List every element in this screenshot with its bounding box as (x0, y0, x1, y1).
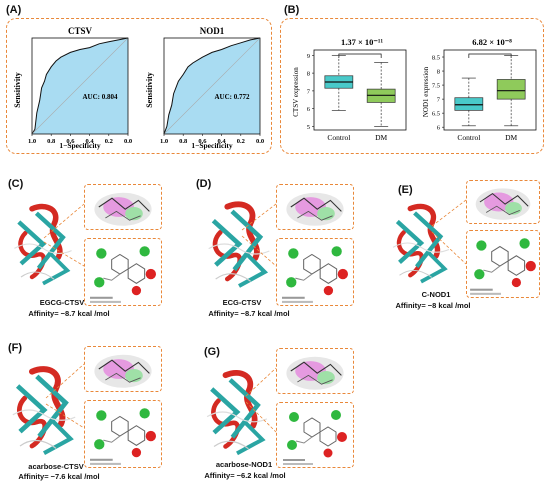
box-iqr (454, 97, 484, 111)
surface-inset-f (84, 346, 162, 392)
significance-bracket (338, 53, 382, 58)
box-ytick-label: 8 (307, 71, 310, 78)
roc-xtick-label: 0.8 (179, 138, 188, 145)
roc-title-ctsv: CTSV (68, 26, 93, 36)
roc-auc-nod1: AUC: 0.772 (215, 93, 250, 101)
box-ytick-label: 9 (307, 53, 310, 60)
box-pvalue-ctsv: 1.37 × 10⁻¹¹ (341, 37, 384, 47)
panel-a-label: (A) (6, 4, 22, 16)
interaction-inset-e (466, 230, 540, 298)
connector-d (241, 203, 277, 267)
box-ytick-label: 6.5 (432, 111, 440, 118)
roc-xtick-label: 0.6 (198, 138, 207, 145)
roc-xtick-label: 1.0 (28, 138, 36, 145)
box-ytick-label: 7 (437, 97, 441, 104)
box-ylabel-ctsv: CTSV expression (292, 67, 300, 117)
roc-xtick-label: 0.0 (256, 138, 264, 145)
box-frame (313, 49, 407, 131)
roc-curve-ctsv (31, 37, 129, 135)
roc-xtick-label: 0.0 (124, 138, 132, 145)
connector-c (43, 203, 85, 267)
box-ytick-label: 7.5 (432, 83, 440, 90)
box-ytick-label: 8 (437, 69, 440, 76)
connector-e (431, 199, 467, 265)
box-plot-ctsv: 5 6 7 8 9 Control DM (307, 49, 407, 142)
panel-a-frame (6, 18, 272, 154)
box-group-label: Control (457, 133, 480, 142)
box-ytick-label: 5 (307, 124, 310, 131)
roc-xlabel-nod1: 1−Specificity (191, 141, 233, 150)
roc-ylabel-ctsv: Sensitivity (13, 72, 22, 108)
box-iqr (496, 79, 526, 100)
roc-chart-nod1: NOD1 Sensitivity 1−Specificity 1.0 0.8 0.6… (145, 26, 264, 150)
interaction-inset-g (276, 402, 354, 468)
interaction-inset-c (84, 238, 162, 306)
affinity-g: Affinity= −6.2 kcal /mol (204, 471, 286, 480)
connector-f (45, 363, 85, 429)
compound-name-c: EGCG-CTSV (39, 298, 85, 307)
box-group-label: DM (505, 133, 517, 142)
panel-b-label: (B) (284, 4, 300, 16)
roc-xtick-label: 0.8 (47, 138, 56, 145)
roc-title-nod1: NOD1 (200, 26, 225, 36)
roc-diagonal-ctsv (31, 37, 129, 135)
box-frame (443, 49, 537, 131)
compound-name-d: ECG-CTSV (222, 298, 262, 307)
box-pvalue-nod1: 6.82 × 10⁻⁸ (472, 37, 512, 47)
roc-xtick-label: 0.4 (86, 138, 95, 145)
affinity-e: Affinity= −8 kcal /mol (395, 301, 471, 310)
box-ytick-label: 6 (437, 125, 441, 132)
panel-d-label: (D) (196, 178, 212, 190)
surface-inset-c (84, 184, 162, 230)
roc-frame-nod1 (163, 37, 261, 135)
panel-e-label: (E) (398, 184, 413, 196)
surface-inset-e (466, 180, 540, 224)
box-group-label: Control (327, 133, 350, 142)
box-chart-nod1: NOD1 expression 6.82 × 10⁻⁸ 6 6.5 7 7.5 8 8.5… (422, 37, 537, 142)
roc-xtick-label: 0.2 (105, 138, 113, 145)
roc-auc-ctsv: AUC: 0.804 (83, 93, 118, 101)
compound-name-f: acarbose-CTSV (28, 462, 84, 471)
roc-frame-ctsv (31, 37, 129, 135)
affinity-f: Affinity= −7.6 kcal /mol (18, 472, 100, 481)
roc-curve-nod1 (163, 37, 261, 135)
roc-xtick-label: 0.4 (218, 138, 227, 145)
interaction-inset-d (276, 238, 354, 306)
box-plot-nod1: 6 6.5 7 7.5 8 8.5 Control DM (432, 49, 537, 142)
interaction-inset-f (84, 400, 162, 468)
box-ytick-label: 8.5 (432, 55, 440, 62)
panel-g-label: (G) (204, 346, 220, 358)
roc-xtick-label: 0.2 (237, 138, 245, 145)
affinity-c: Affinity= −8.7 kcal /mol (28, 309, 110, 318)
surface-inset-d (276, 184, 354, 230)
roc-diagonal-nod1 (163, 37, 261, 135)
roc-xtick-label: 1.0 (160, 138, 168, 145)
roc-xlabel-ctsv: 1−Specificity (59, 141, 101, 150)
compound-name-e: C-NOD1 (421, 290, 451, 299)
panel-b-frame (280, 18, 544, 154)
connector-g (245, 367, 277, 433)
affinity-d: Affinity= −8.7 kcal /mol (208, 309, 290, 318)
roc-chart-ctsv: CTSV Sensitivity 1−Specificity 1.0 0.8 0.6… (13, 26, 132, 150)
significance-bracket (468, 53, 512, 58)
box-ylabel-nod1: NOD1 expression (422, 66, 430, 117)
roc-xtick-label: 0.6 (66, 138, 75, 145)
surface-inset-g (276, 348, 354, 394)
panel-f-label: (F) (8, 342, 23, 354)
box-group-label: DM (375, 133, 387, 142)
compound-name-g: acarbose-NOD1 (215, 460, 273, 469)
box-ytick-label: 7 (307, 88, 311, 95)
box-chart-ctsv: CTSV expression 1.37 × 10⁻¹¹ 5 6 7 8 9 Contro… (292, 37, 407, 142)
roc-ylabel-nod1: Sensitivity (145, 72, 154, 108)
box-ytick-label: 6 (307, 106, 311, 113)
panel-c-label: (C) (8, 178, 24, 190)
